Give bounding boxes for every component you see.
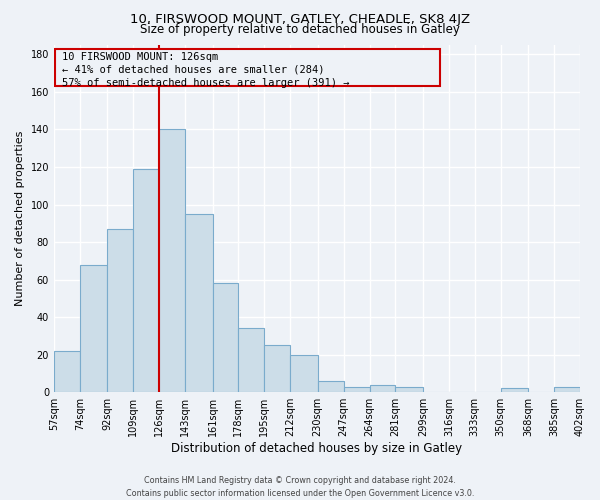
Bar: [80, 264, 107, 392]
Text: Contains HM Land Registry data © Crown copyright and database right 2024.
Contai: Contains HM Land Registry data © Crown c…: [126, 476, 474, 498]
Bar: [501, 388, 528, 392]
FancyBboxPatch shape: [55, 49, 440, 86]
Bar: [370, 384, 395, 392]
Bar: [290, 354, 318, 392]
Bar: [554, 386, 580, 392]
Bar: [133, 169, 159, 392]
Y-axis label: Number of detached properties: Number of detached properties: [15, 131, 25, 306]
Bar: [344, 386, 370, 392]
Bar: [54, 351, 80, 392]
Text: 10, FIRSWOOD MOUNT, GATLEY, CHEADLE, SK8 4JZ: 10, FIRSWOOD MOUNT, GATLEY, CHEADLE, SK8…: [130, 12, 470, 26]
Text: Size of property relative to detached houses in Gatley: Size of property relative to detached ho…: [140, 22, 460, 36]
Bar: [395, 386, 423, 392]
Bar: [318, 381, 344, 392]
X-axis label: Distribution of detached houses by size in Gatley: Distribution of detached houses by size …: [172, 442, 463, 455]
Bar: [238, 328, 265, 392]
Text: 10 FIRSWOOD MOUNT: 126sqm
← 41% of detached houses are smaller (284)
57% of semi: 10 FIRSWOOD MOUNT: 126sqm ← 41% of detac…: [62, 52, 349, 88]
Bar: [159, 130, 185, 392]
Bar: [265, 346, 290, 392]
Bar: [185, 214, 212, 392]
Bar: [107, 229, 133, 392]
Bar: [212, 284, 238, 392]
